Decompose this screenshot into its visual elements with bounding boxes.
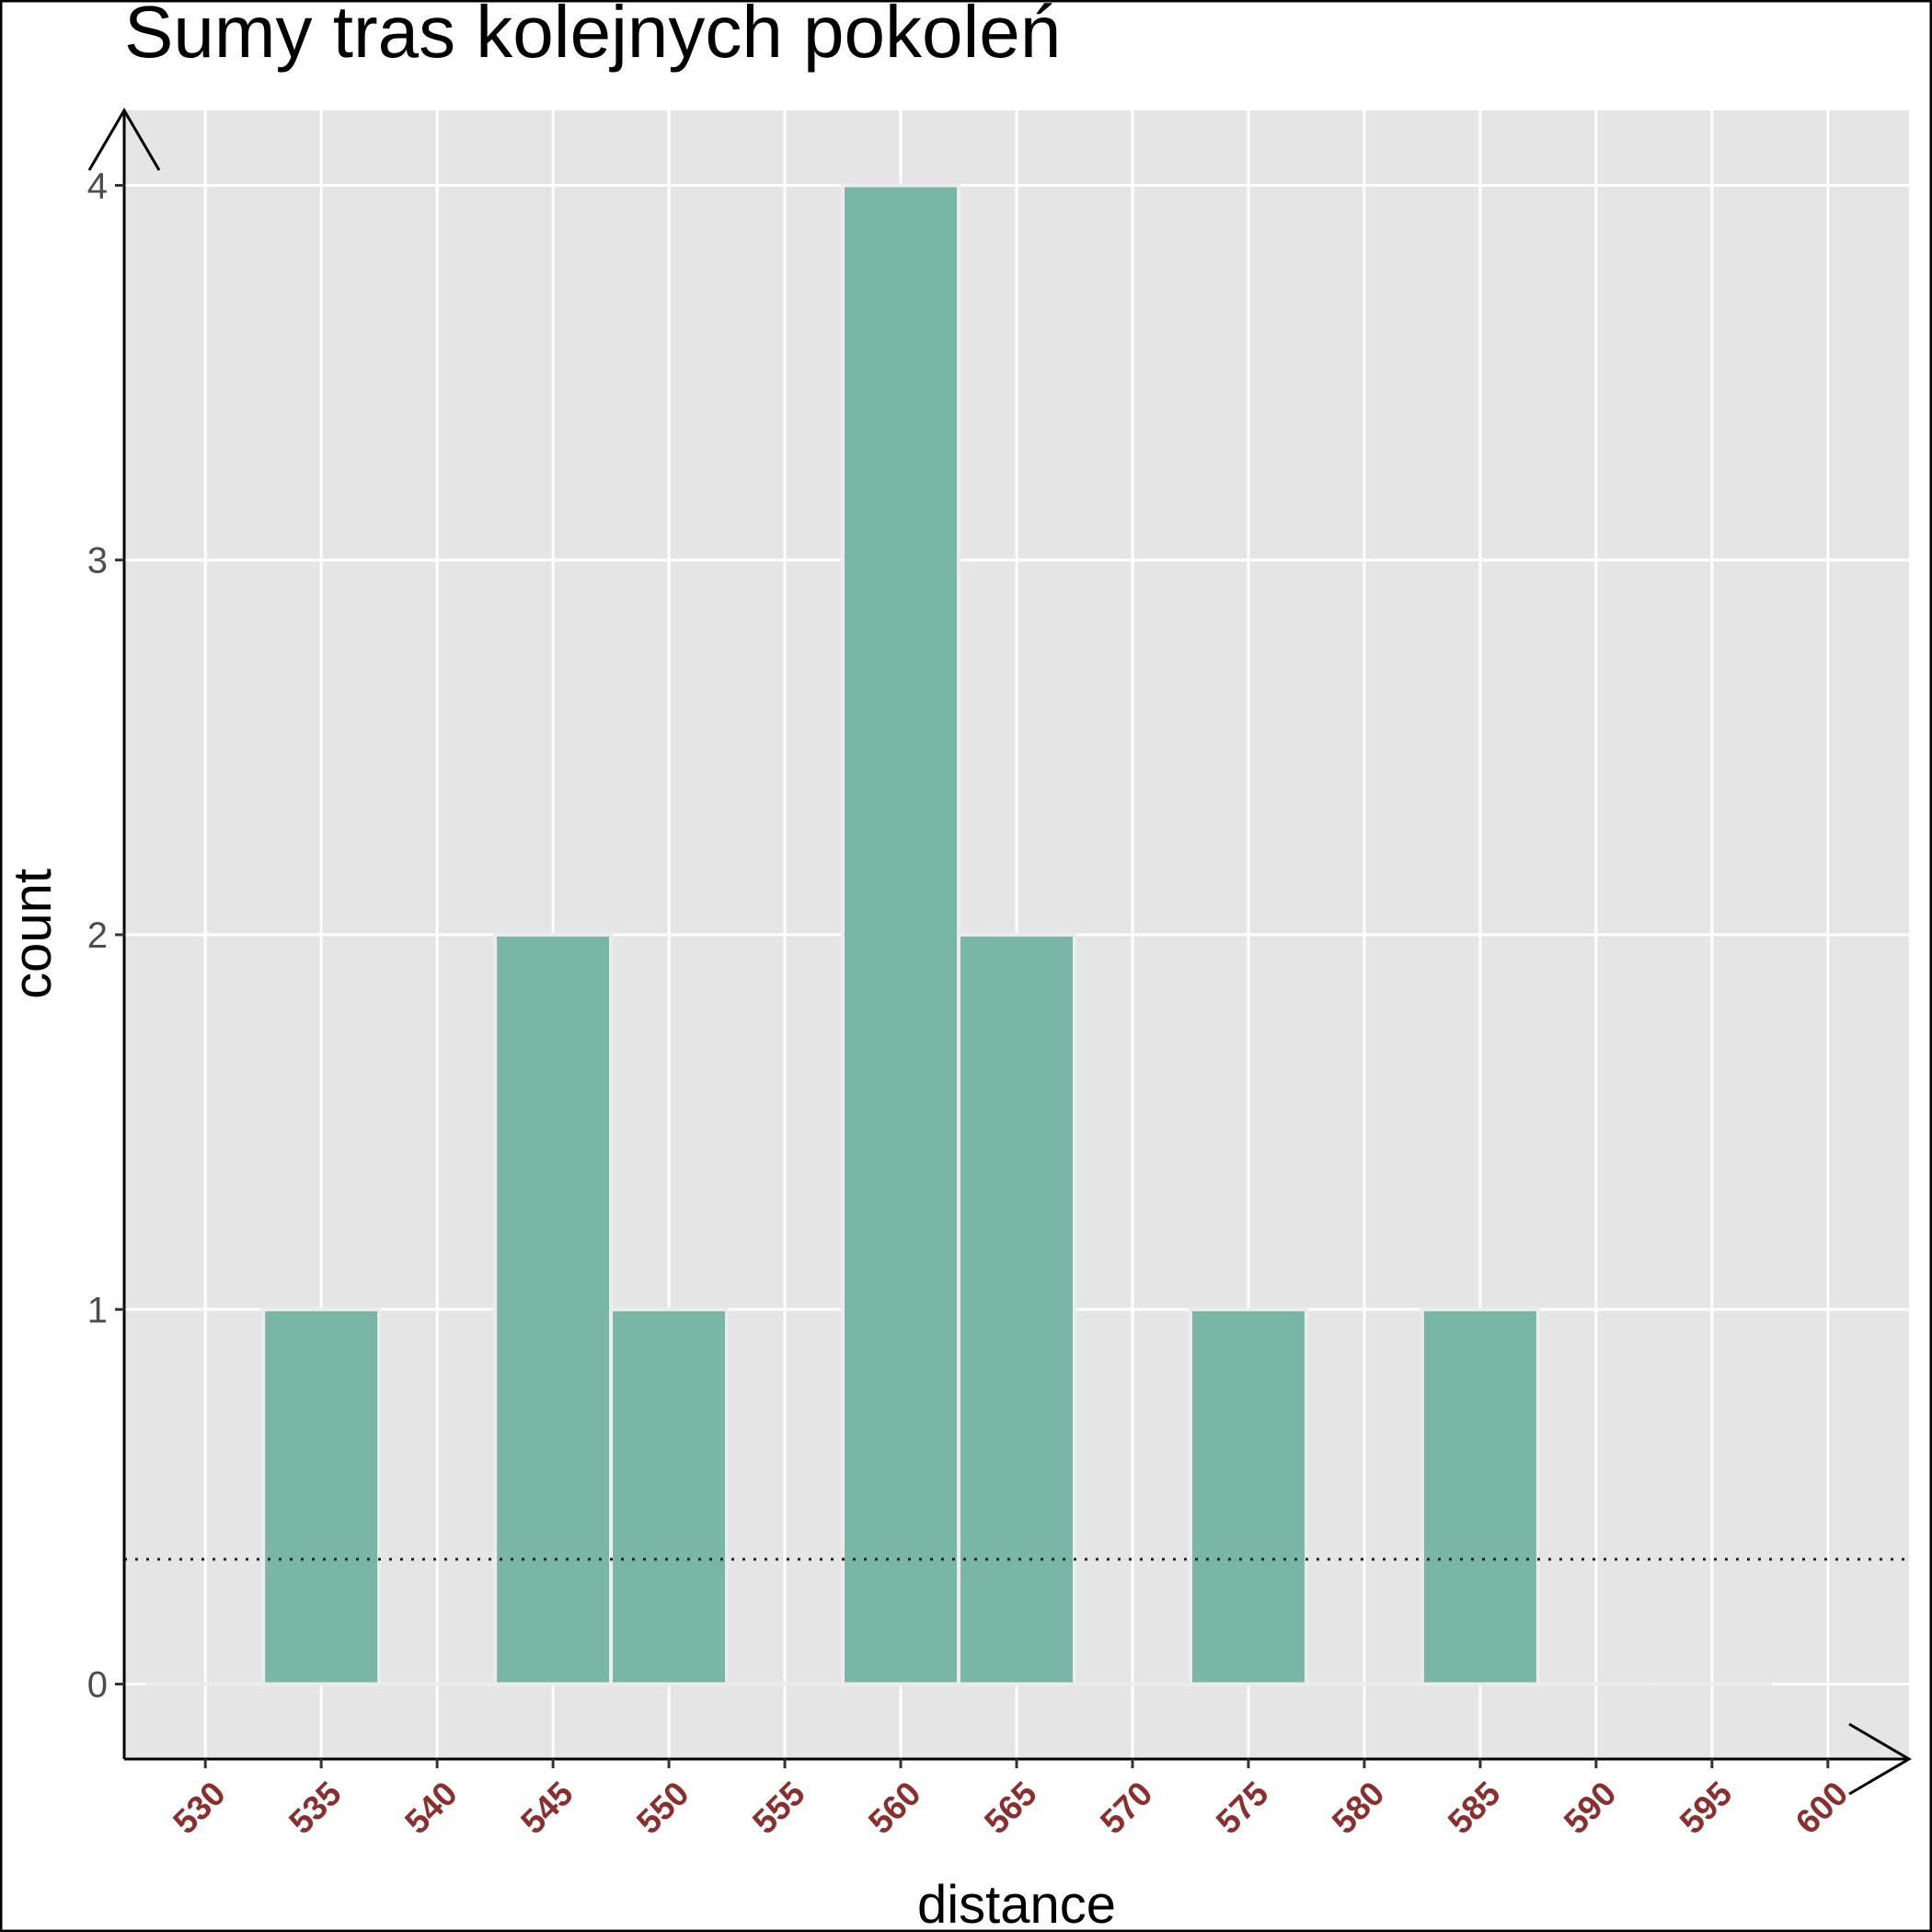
chart-title: Sumy tras kolejnych pokoleń [124,0,1061,73]
histogram-bar [841,183,961,1686]
histogram-bar [1188,1307,1308,1686]
x-axis-title: distance [917,1875,1116,1932]
y-tick-label: 0 [87,1665,108,1706]
y-tick-label: 3 [87,541,108,581]
y-ticks: 0 1 2 3 4 [87,166,124,1706]
y-tick-label: 1 [87,1290,108,1330]
histogram-bar [493,933,614,1686]
x-axis-arrow [1848,1722,1912,1796]
y-tick-label: 4 [87,166,108,206]
y-tick-label: 2 [87,915,108,956]
bars [145,183,1772,1686]
histogram-bar [957,933,1076,1686]
y-axis-title: count [3,868,63,999]
histogram-bar [1420,1307,1540,1686]
histogram-bar [261,1307,382,1686]
histogram-bar [609,1307,730,1686]
y-axis-arrow [87,108,161,171]
